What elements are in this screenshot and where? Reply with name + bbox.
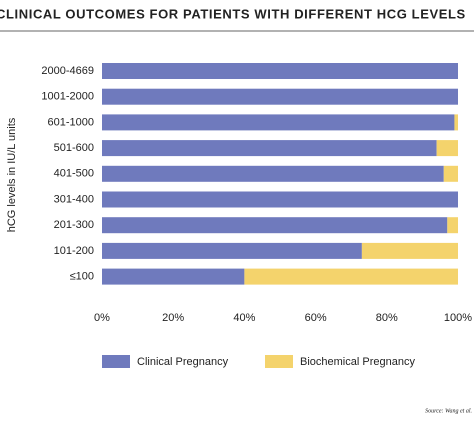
y-tick-label: 301-400 — [54, 193, 94, 205]
bar-segment — [102, 88, 458, 105]
source: Source: Wang et al. — [425, 408, 472, 414]
bar-segment — [361, 242, 458, 259]
bar-segment — [102, 217, 448, 234]
y-tick-label: 501-600 — [54, 142, 94, 154]
bar-segment — [102, 191, 458, 208]
legend-label: Clinical Pregnancy — [137, 356, 229, 368]
legend-swatch — [102, 355, 130, 368]
bar-segment — [102, 242, 362, 259]
bar-segment — [443, 165, 458, 182]
y-tick-label: 2000-4669 — [41, 65, 94, 77]
x-tick-label: 40% — [233, 312, 255, 324]
bar-segment — [244, 268, 458, 285]
bar-segment — [447, 217, 458, 234]
legend-label: Biochemical Pregnancy — [300, 356, 415, 368]
y-tick-label: 101-200 — [54, 245, 94, 257]
y-tick-label: 401-500 — [54, 168, 94, 180]
legend-swatch — [265, 355, 293, 368]
bar-segment — [102, 114, 455, 131]
y-axis-label: hCG levels in IU/L units — [6, 117, 18, 232]
bar-segment — [454, 114, 458, 131]
x-tick-label: 100% — [444, 312, 472, 324]
x-tick-label: 80% — [376, 312, 398, 324]
y-tick-label: ≤100 — [70, 271, 94, 283]
bar-segment — [102, 165, 444, 182]
y-tick-label: 201-300 — [54, 219, 94, 231]
bar-segment — [102, 268, 245, 285]
chart-title: CLINICAL OUTCOMES FOR PATIENTS WITH DIFF… — [0, 6, 466, 21]
bar-segment — [102, 63, 458, 79]
bar-segment — [436, 140, 458, 157]
y-tick-label: 1001-2000 — [41, 91, 94, 103]
x-tick-label: 20% — [162, 312, 184, 324]
y-tick-label: 601-1000 — [48, 116, 95, 128]
x-tick-label: 60% — [305, 312, 327, 324]
x-tick-label: 0% — [94, 312, 110, 324]
bar-segment — [102, 140, 437, 157]
